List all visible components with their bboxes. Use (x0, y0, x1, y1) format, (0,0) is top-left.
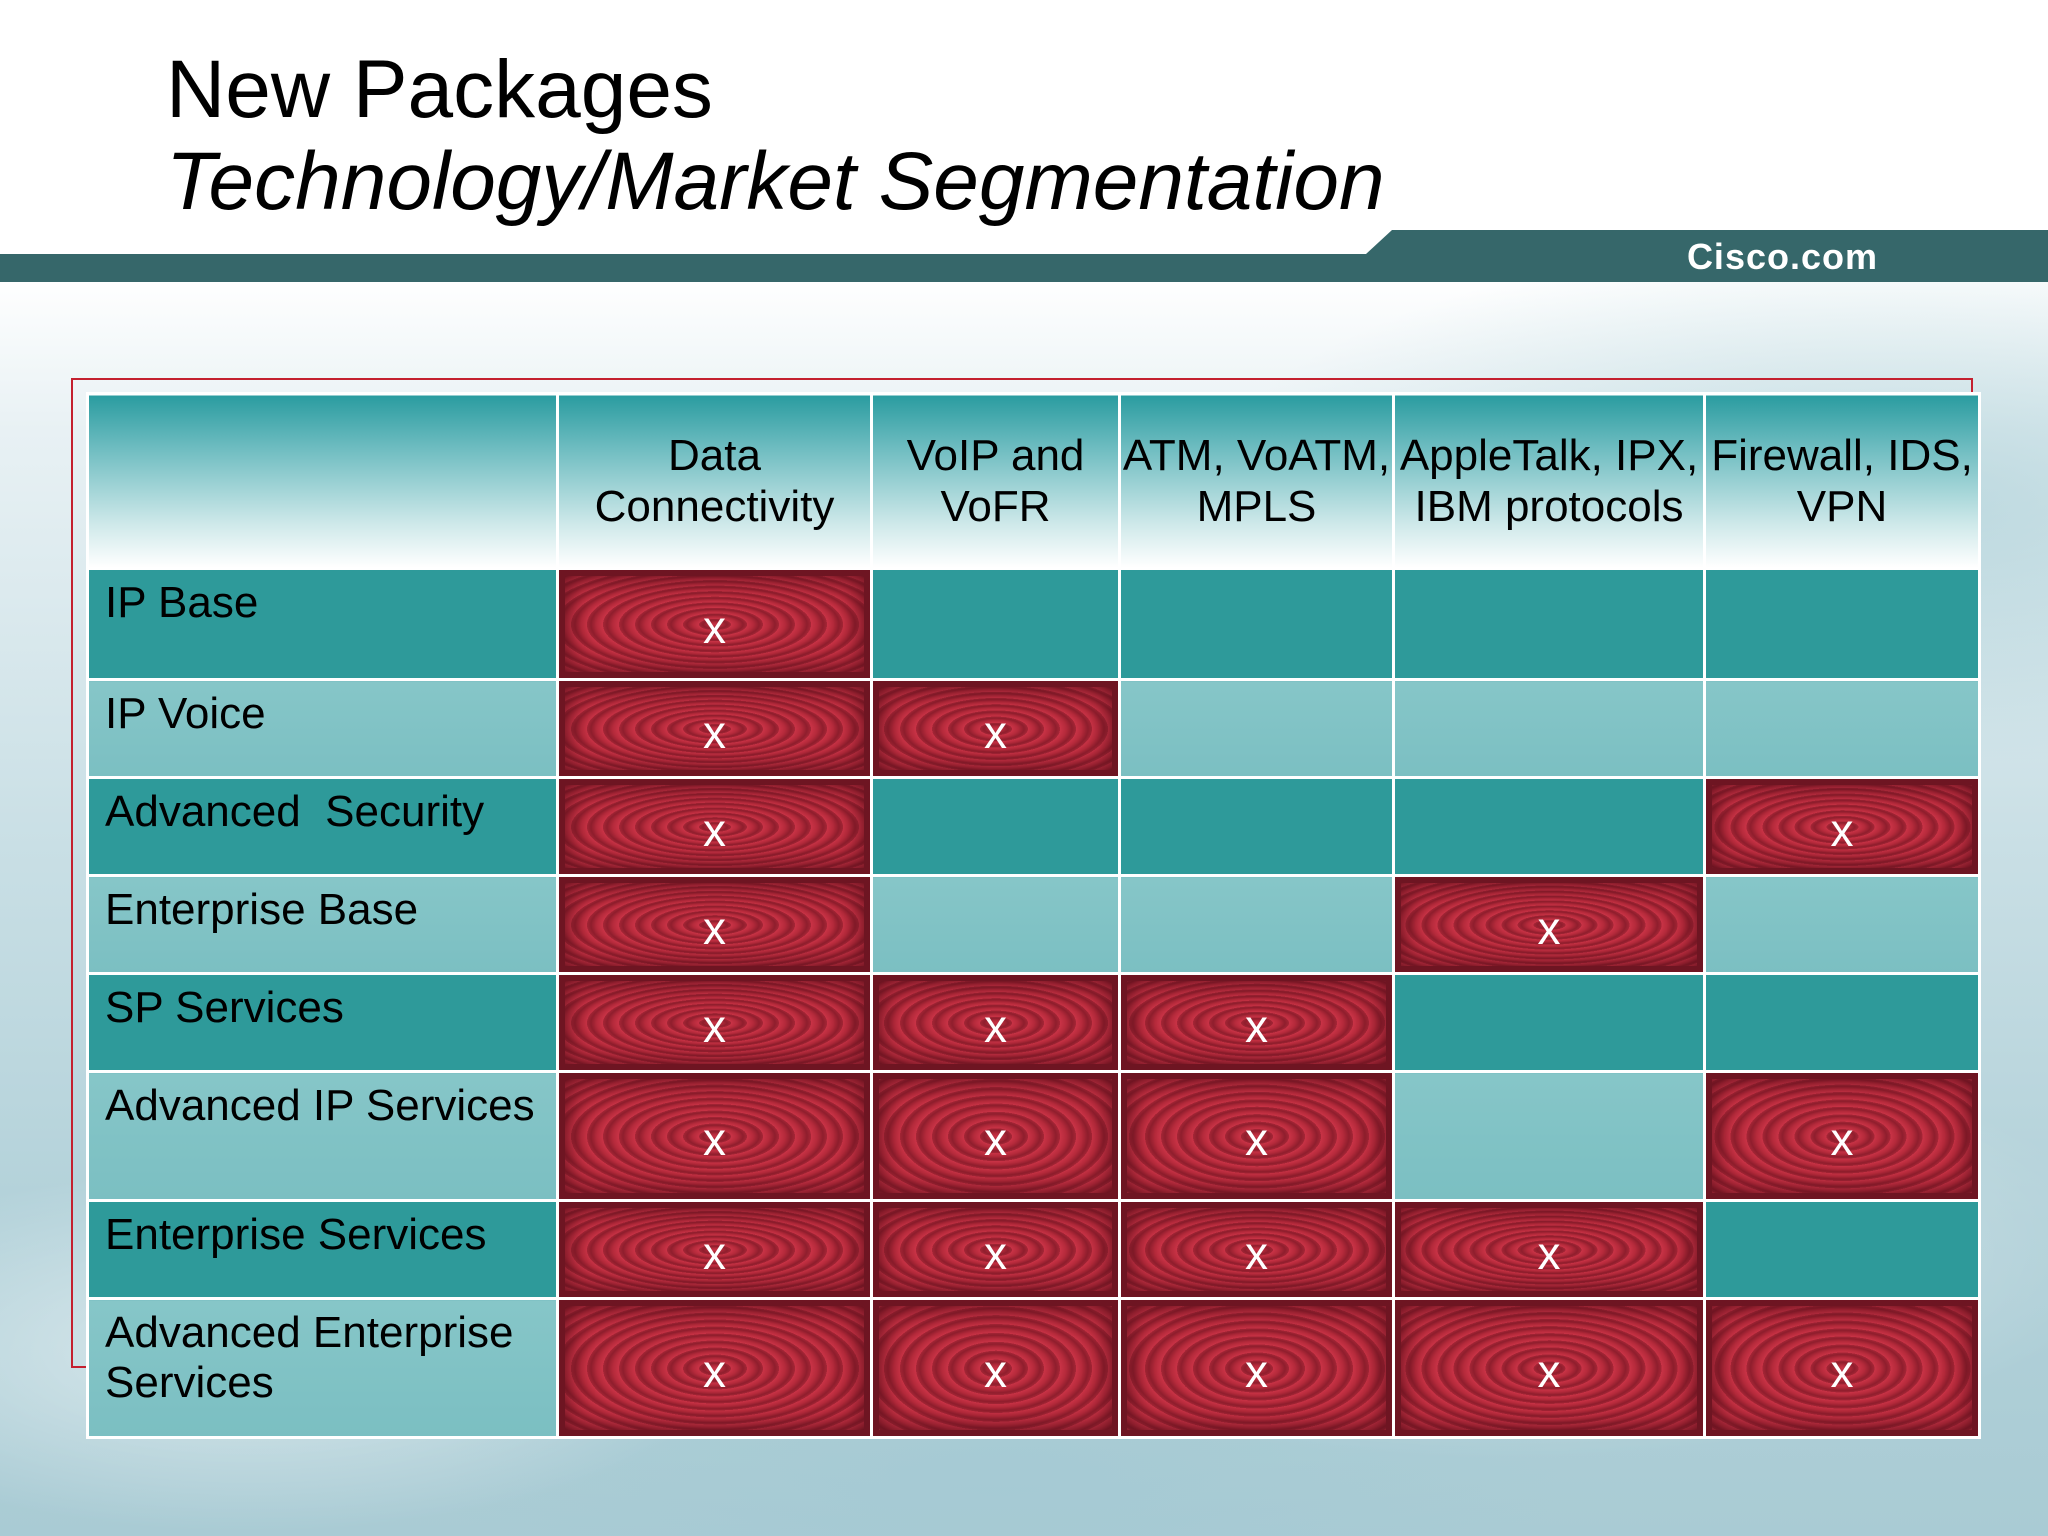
empty-cell (870, 874, 1121, 975)
table-row: IP Base x (86, 567, 1981, 681)
empty-cell (1703, 1199, 1981, 1300)
mark-x: x (984, 705, 1007, 758)
mark-x: x (1245, 1113, 1268, 1165)
title-main: New Packages (166, 44, 713, 135)
mark-cell: x (1118, 972, 1395, 1073)
mark-cell: x (556, 972, 873, 1073)
mark-cell: x (556, 678, 873, 779)
row-label: IP Voice (86, 678, 559, 779)
mark-x: x (1830, 803, 1854, 856)
mark-x: x (703, 803, 726, 856)
row-label: Enterprise Services (86, 1199, 559, 1300)
mark-x: x (984, 1226, 1007, 1279)
mark-x: x (1537, 1345, 1561, 1397)
empty-cell (1118, 678, 1395, 779)
empty-cell (870, 567, 1121, 681)
row-label: Enterprise Base (86, 874, 559, 975)
mark-cell: x (556, 1297, 873, 1439)
mark-x: x (1830, 1113, 1854, 1165)
empty-cell (1703, 678, 1981, 779)
corner-cell (86, 392, 559, 570)
mark-cell: x (1392, 1297, 1706, 1439)
table-row: Advanced IP Services x x x x (86, 1070, 1981, 1202)
mark-cell: x (1392, 874, 1706, 975)
mark-x: x (1245, 999, 1268, 1052)
mark-x: x (703, 1226, 726, 1279)
mark-cell: x (1392, 1199, 1706, 1300)
empty-cell (1703, 874, 1981, 975)
empty-cell (1392, 678, 1706, 779)
mark-cell: x (1118, 1070, 1395, 1202)
empty-cell (1703, 972, 1981, 1073)
mark-cell: x (870, 972, 1121, 1073)
mark-x: x (984, 1113, 1007, 1165)
mark-cell: x (1703, 1070, 1981, 1202)
mark-x: x (1830, 1345, 1854, 1397)
mark-cell: x (556, 567, 873, 681)
mark-cell: x (556, 874, 873, 975)
empty-cell (1118, 874, 1395, 975)
empty-cell (1392, 972, 1706, 1073)
mark-cell: x (1703, 1297, 1981, 1439)
mark-x: x (703, 901, 726, 954)
column-header: Firewall, IDS, VPN (1703, 392, 1981, 570)
mark-cell: x (870, 1297, 1121, 1439)
table-row: Enterprise Services x x x x (86, 1199, 1981, 1300)
mark-x: x (703, 999, 726, 1052)
mark-cell: x (556, 776, 873, 877)
mark-x: x (703, 1113, 726, 1165)
title-subtitle: Technology/Market Segmentation (166, 136, 1385, 227)
mark-cell: x (870, 1199, 1121, 1300)
row-label: Advanced IP Services (86, 1070, 559, 1202)
mark-x: x (1245, 1345, 1268, 1397)
header-banner (0, 230, 2048, 282)
mark-cell: x (870, 678, 1121, 779)
mark-x: x (1537, 901, 1561, 954)
mark-cell: x (1703, 776, 1981, 877)
row-label: Advanced Enterprise Services (86, 1297, 559, 1439)
mark-x: x (1245, 1226, 1268, 1279)
table-row: Advanced Security x x (86, 776, 1981, 877)
mark-x: x (1537, 1226, 1561, 1279)
segmentation-table: Data Connectivity VoIP and VoFR ATM, VoA… (86, 392, 1981, 1439)
header-row: Data Connectivity VoIP and VoFR ATM, VoA… (86, 392, 1981, 570)
empty-cell (1392, 567, 1706, 681)
mark-x: x (984, 999, 1007, 1052)
mark-x: x (984, 1345, 1007, 1397)
mark-cell: x (1118, 1297, 1395, 1439)
mark-cell: x (870, 1070, 1121, 1202)
mark-x: x (703, 1345, 726, 1397)
empty-cell (1392, 1070, 1706, 1202)
table-row: IP Voice x x (86, 678, 1981, 779)
empty-cell (1392, 776, 1706, 877)
empty-cell (1118, 567, 1395, 681)
mark-cell: x (556, 1070, 873, 1202)
mark-cell: x (556, 1199, 873, 1300)
column-header: Data Connectivity (556, 392, 873, 570)
column-header: AppleTalk, IPX, IBM protocols (1392, 392, 1706, 570)
row-label: IP Base (86, 567, 559, 681)
brand-label[interactable]: Cisco.com (1686, 236, 1878, 277)
slide-title: New Packages Technology/Market Segmentat… (166, 44, 1385, 228)
mark-cell: x (1118, 1199, 1395, 1300)
empty-cell (1703, 567, 1981, 681)
empty-cell (870, 776, 1121, 877)
column-header: ATM, VoATM, MPLS (1118, 392, 1395, 570)
empty-cell (1118, 776, 1395, 877)
table-row: Advanced Enterprise Services x x x x x (86, 1297, 1981, 1439)
table-row: SP Services x x x (86, 972, 1981, 1073)
mark-x: x (703, 601, 726, 653)
row-label: SP Services (86, 972, 559, 1073)
row-label: Advanced Security (86, 776, 559, 877)
mark-x: x (703, 705, 726, 758)
table-row: Enterprise Base x x (86, 874, 1981, 975)
column-header: VoIP and VoFR (870, 392, 1121, 570)
